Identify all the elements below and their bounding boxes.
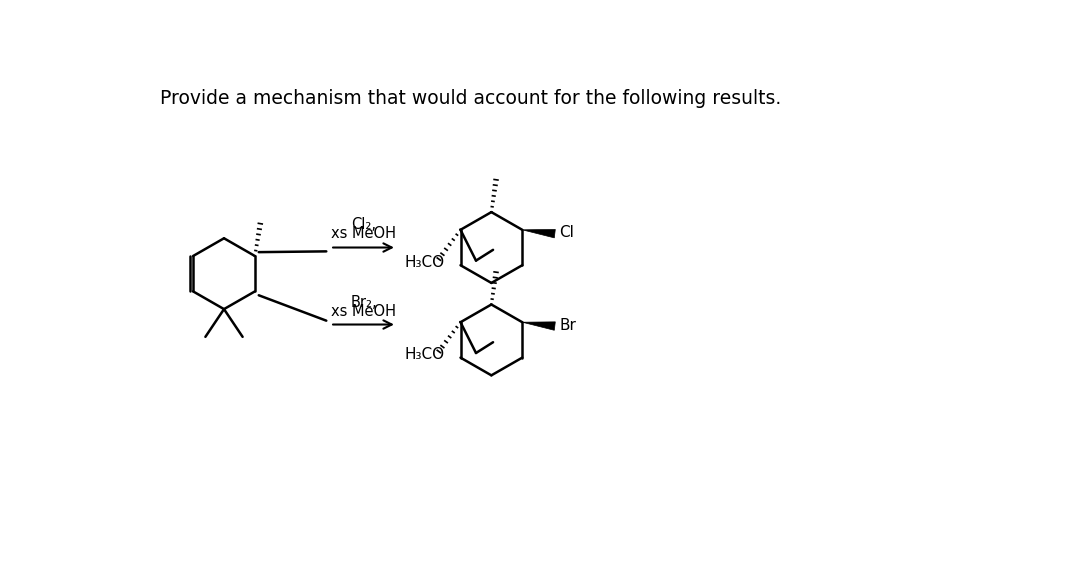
Text: Cl₂,: Cl₂, [351,217,375,232]
Text: Provide a mechanism that would account for the following results.: Provide a mechanism that would account f… [160,89,781,108]
Text: xs MeOH: xs MeOH [331,226,396,241]
Text: xs MeOH: xs MeOH [331,304,396,319]
Polygon shape [522,230,556,238]
Text: H₃CO: H₃CO [405,255,445,270]
Text: Br: Br [559,318,576,333]
Text: Cl: Cl [559,226,574,241]
Polygon shape [522,322,556,330]
Text: H₃CO: H₃CO [405,347,445,362]
Text: Br₂,: Br₂, [351,295,377,310]
